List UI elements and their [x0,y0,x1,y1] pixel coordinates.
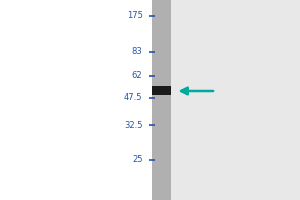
Bar [152,0,300,200]
Text: 32.5: 32.5 [124,120,142,130]
Text: 83: 83 [132,47,142,56]
Bar [152,0,171,200]
Bar [152,86,171,95]
Text: 175: 175 [127,11,142,21]
Text: 47.5: 47.5 [124,94,142,102]
Text: 25: 25 [132,156,142,164]
Text: 62: 62 [132,72,142,80]
